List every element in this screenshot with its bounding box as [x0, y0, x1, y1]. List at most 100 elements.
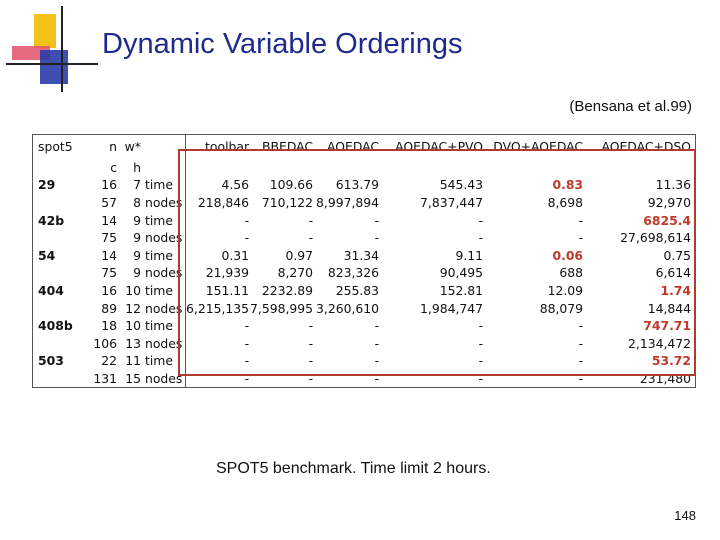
table-row: 29 16 7 time 4.56 109.66 613.79 545.43 0.83 11.36 — [32, 176, 697, 194]
table-cell: 9 — [133, 265, 141, 281]
table-cell: 88,079 — [539, 300, 584, 316]
page-title: Dynamic Variable Orderings — [102, 28, 463, 60]
table-cell — [32, 334, 90, 353]
table-cell: 231,480 — [583, 369, 697, 389]
table-cell: w* — [117, 133, 141, 156]
table-cell: - — [478, 318, 484, 334]
table-cell: 404 — [32, 281, 90, 300]
table-cell: 6,614 — [583, 264, 697, 282]
table-cell: 0.83 — [552, 177, 584, 193]
table-cell: - — [308, 353, 314, 369]
table-cell: 151.11 — [205, 283, 250, 299]
citation: (Bensana et al.99) — [569, 98, 692, 115]
table-cell: - — [244, 318, 250, 334]
table-cell: - — [478, 230, 484, 246]
table-cell — [483, 156, 583, 177]
table-cell — [32, 369, 90, 389]
table-cell: 7,598,995 — [250, 300, 314, 316]
table-cell: time — [141, 352, 186, 370]
table-cell: 75 — [101, 265, 117, 281]
table-header-row: spot5 n w* toolbar BBEDAC AOEDAC AOEDAC+PVO DVO… — [32, 133, 697, 156]
table-cell: h — [133, 159, 141, 175]
table-cell: nodes — [141, 228, 186, 247]
table-cell: AOEDAC — [313, 133, 380, 156]
table-cell: 8,698 — [547, 195, 584, 211]
table-cell: 6,215,135 — [186, 300, 250, 316]
table-cell: nodes — [141, 334, 186, 353]
table-cell: 613.79 — [335, 177, 380, 193]
table-cell: DVO+AOEDAC — [483, 133, 584, 156]
table-cell: 503 — [32, 352, 90, 370]
table-cell: - — [374, 230, 380, 246]
table-cell: 7,837,447 — [420, 195, 484, 211]
table-cell: - — [578, 212, 584, 228]
table-cell: 14 — [101, 247, 117, 263]
table-cell: 255.83 — [335, 283, 380, 299]
table-cell: 8 — [133, 195, 141, 211]
table-cell: 2,134,472 — [583, 334, 697, 353]
table-cell: 1.74 — [583, 281, 697, 300]
table-row: 57 8 nodes 218,846 710,122 8,997,894 7,837,447… — [32, 193, 697, 212]
table-cell: nodes — [141, 193, 186, 212]
table-cell: 218,846 — [197, 195, 250, 211]
table-cell: - — [313, 369, 380, 389]
table-cell: - — [244, 353, 250, 369]
table-cell: AOEDAC+PVO — [379, 133, 484, 156]
table-cell: 823,326 — [327, 265, 380, 281]
table-cell: - — [244, 230, 250, 246]
table-cell: 89 — [101, 300, 117, 316]
table-cell: 408b — [32, 316, 90, 335]
table-cell: 31.34 — [343, 247, 380, 263]
table-cell: 152.81 — [439, 283, 484, 299]
table-cell: 7 — [133, 177, 141, 193]
table-cell: time — [141, 246, 186, 265]
table-cell: 688 — [559, 265, 584, 281]
table-cell: - — [478, 212, 484, 228]
table-cell: - — [578, 318, 584, 334]
table-cell: 2232.89 — [261, 283, 314, 299]
table-cell: BBEDAC — [249, 133, 314, 156]
table-row: 54 14 9 time 0.31 0.97 31.34 9.11 0.06 0.75 — [32, 246, 697, 265]
table-cell: - — [244, 212, 250, 228]
table-cell: - — [379, 369, 484, 389]
table-cell: - — [374, 353, 380, 369]
table-cell: 710,122 — [261, 195, 314, 211]
table-cell: - — [578, 230, 584, 246]
table-cell: 18 — [101, 318, 117, 334]
table-cell — [32, 155, 90, 177]
table-cell — [141, 133, 186, 156]
table-row: 404 16 10 time 151.11 2232.89 255.83 152.81 12.0… — [32, 281, 697, 300]
page-number: 148 — [674, 508, 696, 523]
table-cell: time — [141, 281, 186, 300]
table-cell: 42b — [32, 211, 90, 229]
table-cell: 90,495 — [439, 265, 484, 281]
table-cell: - — [308, 230, 314, 246]
table-cell: 14,844 — [583, 299, 697, 317]
table-cell: 12.09 — [547, 283, 584, 299]
table-cell: 54 — [32, 246, 90, 265]
table-cell: 747.71 — [583, 316, 697, 335]
table-row: 75 9 nodes 21,939 8,270 823,326 90,495 688 6,614 — [32, 264, 697, 282]
table-cell: - — [374, 318, 380, 334]
table-cell: - — [374, 335, 380, 351]
table-row: 503 22 11 time - - - - -53.72 — [32, 352, 697, 370]
table-cell: 0.97 — [285, 247, 314, 263]
table-cell: - — [185, 369, 250, 389]
table-cell: time — [141, 176, 186, 194]
table-cell: 109.66 — [269, 177, 314, 193]
caption: SPOT5 benchmark. Time limit 2 hours. — [216, 460, 491, 477]
table-cell: 8,270 — [277, 265, 314, 281]
table-cell: - — [578, 353, 584, 369]
table-cell: 9.11 — [455, 247, 484, 263]
table-cell: time — [141, 211, 186, 229]
table-cell: time — [141, 316, 186, 335]
table-cell: 10 — [125, 283, 141, 299]
table-cell: 12 — [125, 300, 141, 316]
table-cell: 10 — [125, 318, 141, 334]
table-cell — [32, 228, 90, 247]
table-cell: toolbar — [185, 133, 250, 156]
table-cell: 131 — [90, 369, 117, 389]
table-cell: nodes — [141, 369, 186, 389]
table-cell: 57 — [101, 195, 117, 211]
